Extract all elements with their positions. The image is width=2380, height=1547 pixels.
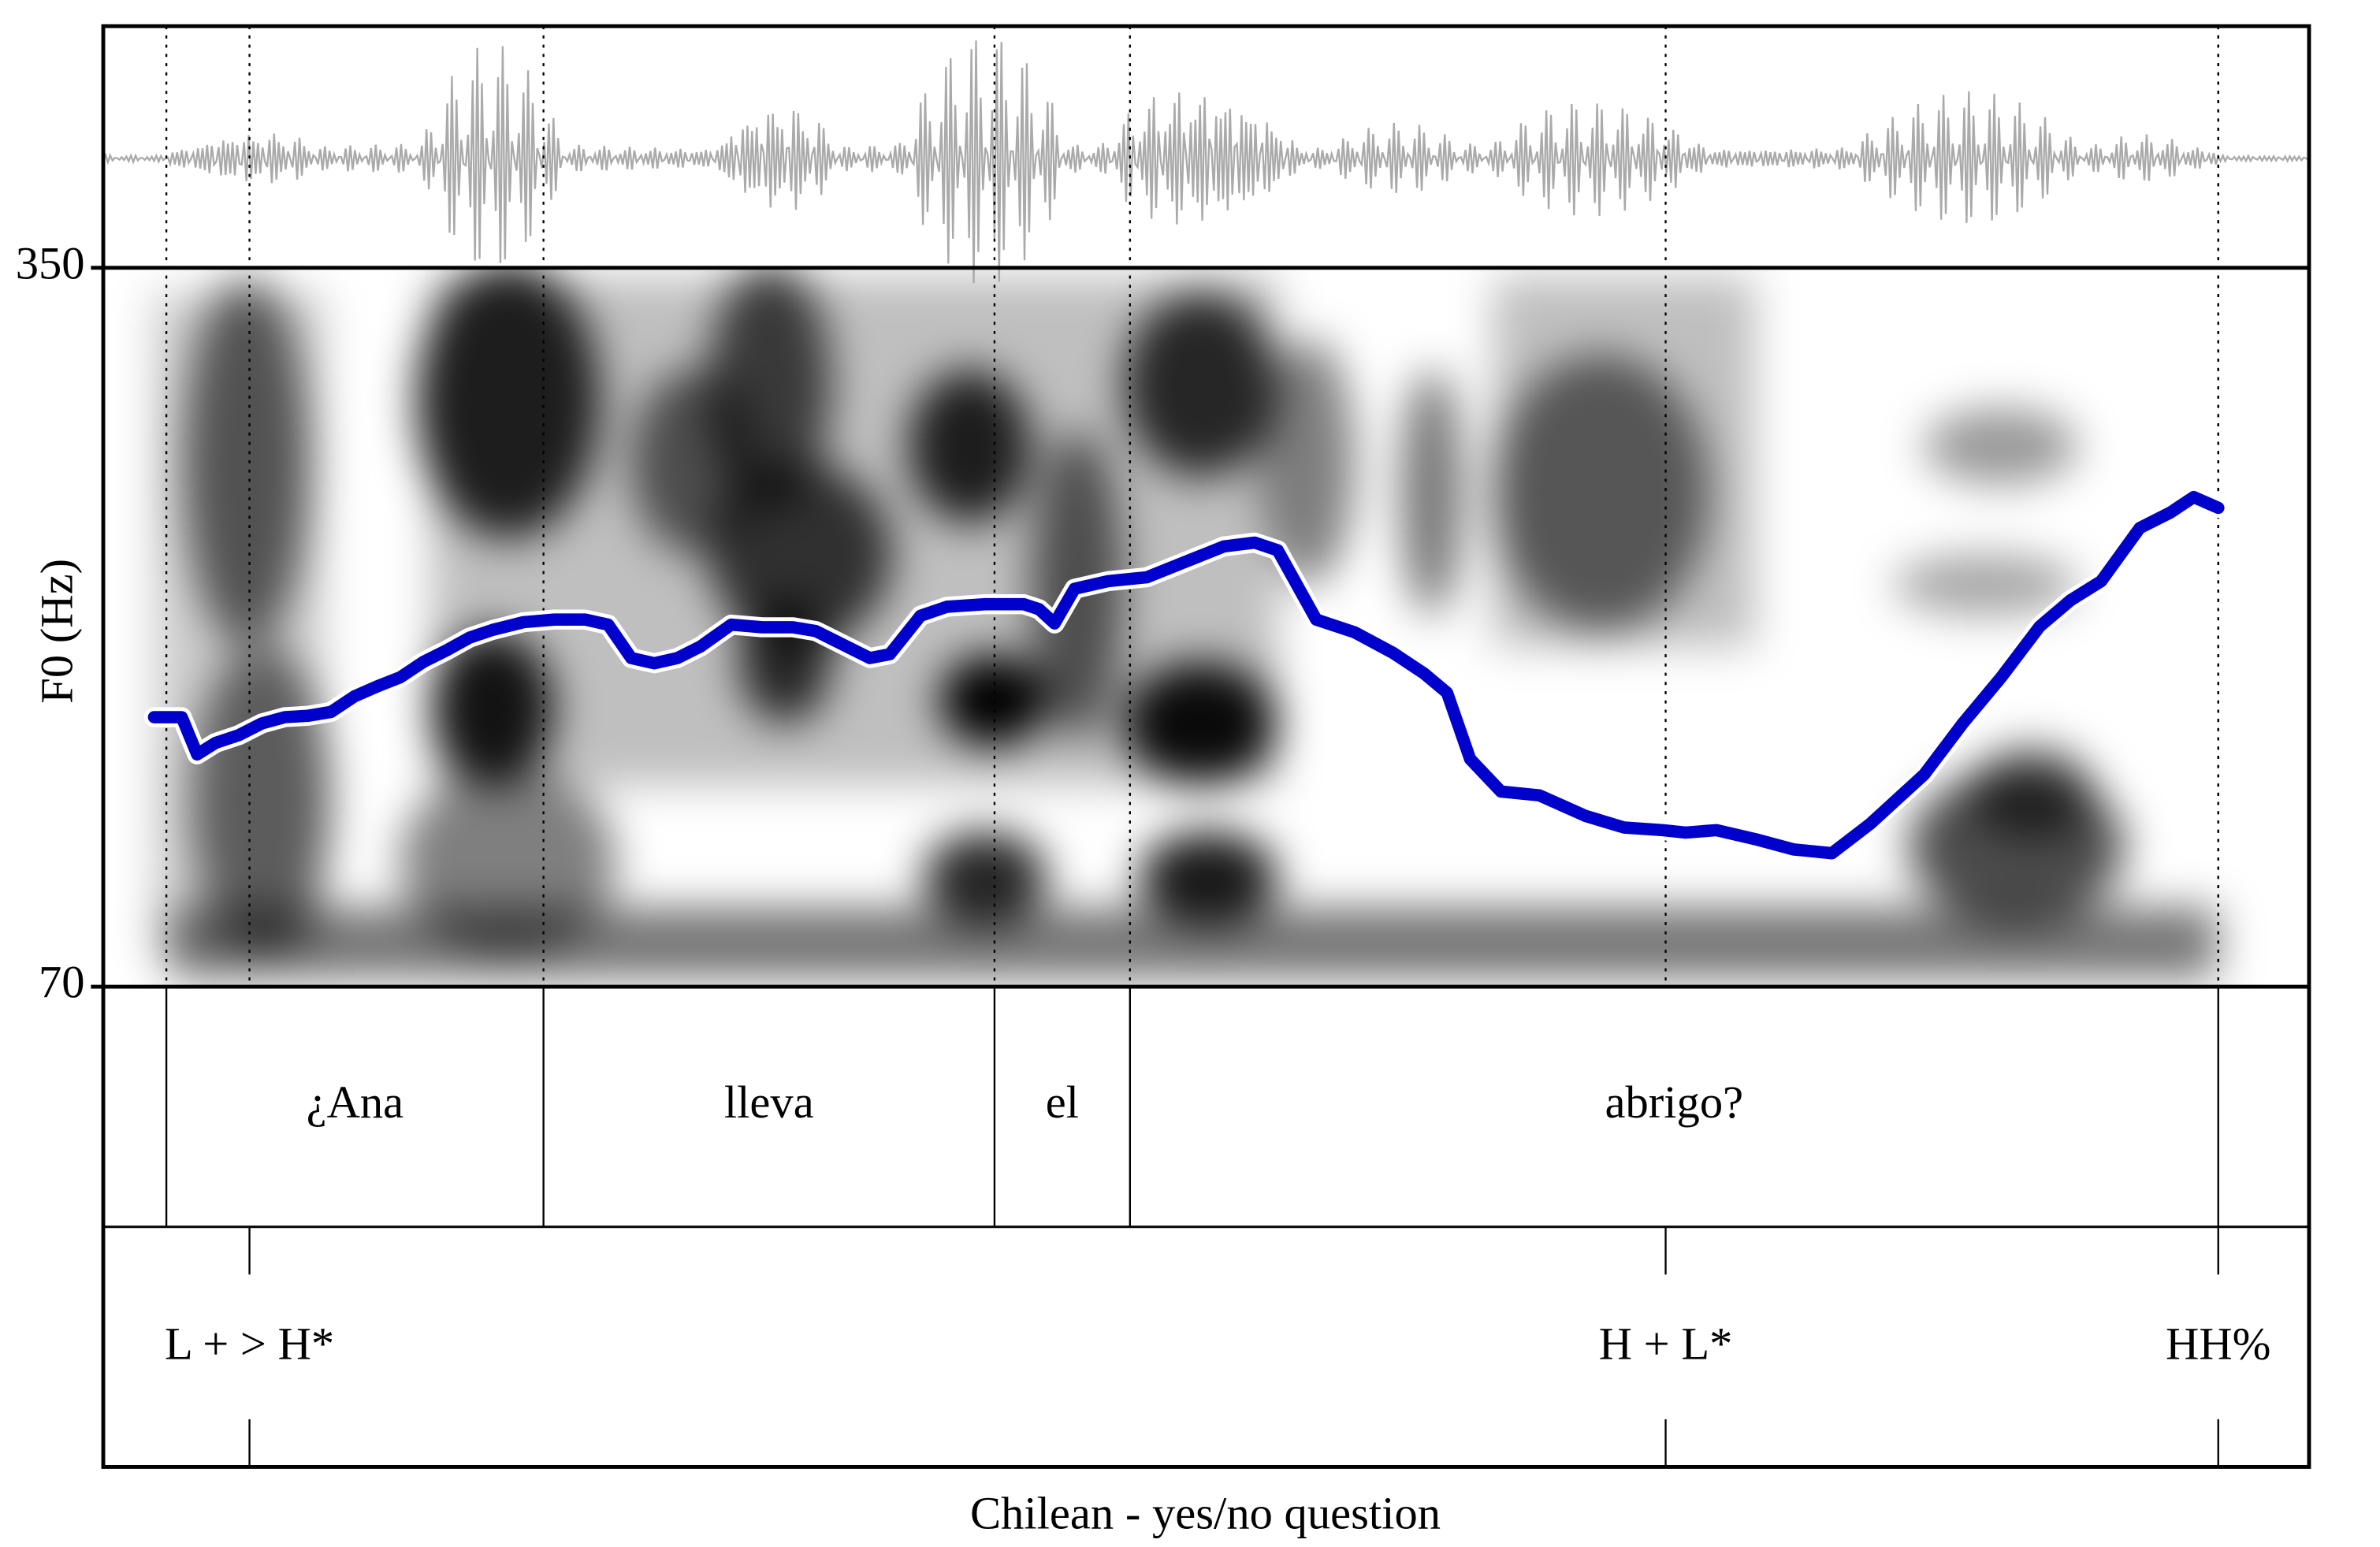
spectral-blob: [1262, 338, 1355, 586]
word-label: abrigo?: [1605, 1077, 1743, 1128]
word-label: ¿Ana: [307, 1077, 404, 1128]
word-label: el: [1046, 1077, 1079, 1128]
f0-contour: [147, 490, 2225, 860]
word-label: lleva: [724, 1077, 814, 1128]
frame: [101, 24, 2311, 1469]
marks: 70 350 ¿Ana lleva el abrigo? L + > H* H + L* HH%: [16, 26, 2310, 1467]
y-tick-label: 350: [16, 237, 85, 288]
tone-label: H + L*: [1599, 1318, 1733, 1369]
spectral-band: [169, 908, 2217, 978]
tone-label: HH%: [2166, 1318, 2270, 1369]
spectral-blob: [1924, 407, 2079, 485]
spectral-blob: [1970, 746, 2094, 839]
spectral-blob: [1893, 554, 2079, 616]
spectrogram: [154, 267, 2217, 978]
y-axis-label: F0 (Hz): [32, 559, 83, 704]
spectral-band: [154, 292, 324, 955]
chart-title: Chilean - yes/no question: [970, 1487, 1441, 1538]
tone-label: L + > H*: [165, 1318, 334, 1369]
waveform: [102, 40, 2309, 284]
spectral-blob: [924, 831, 1047, 924]
y-tick-label: 70: [39, 956, 85, 1007]
spectral-blob: [1400, 369, 1463, 616]
spectral-band: [1493, 277, 1755, 647]
spectral-band: [431, 277, 1278, 786]
spectral-blob: [1139, 831, 1278, 924]
